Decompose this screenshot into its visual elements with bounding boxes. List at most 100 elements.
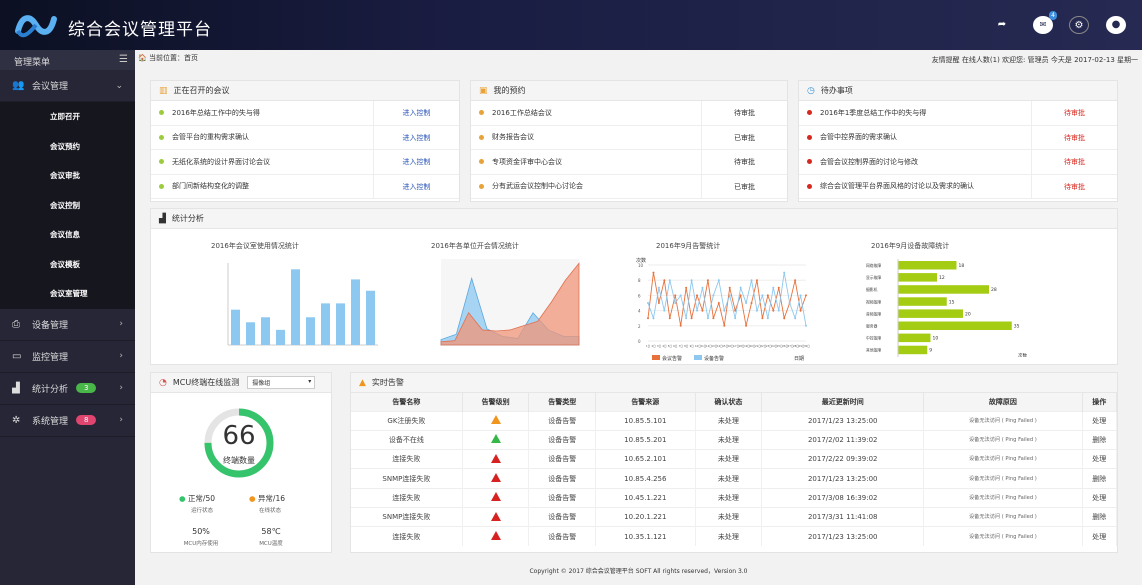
data-point bbox=[794, 317, 797, 320]
bullet-icon bbox=[159, 183, 164, 189]
column-header: 告警来源 bbox=[595, 393, 696, 411]
warning-icon: ▲ bbox=[359, 377, 366, 388]
list-item[interactable]: 会管中控界面的需求确认 待审批 bbox=[799, 125, 1117, 150]
operation-link[interactable]: 删除 bbox=[1082, 468, 1117, 489]
data-point bbox=[657, 286, 660, 289]
tick-label: 19日 bbox=[744, 344, 750, 348]
list-item[interactable]: 综合会议管理平台界面风格的讨论以及需求的确认 待审批 bbox=[799, 174, 1117, 199]
list-item[interactable]: 专项资金评审中心会议 待审批 bbox=[471, 150, 787, 175]
enter-control-link[interactable]: 进入控制 bbox=[373, 174, 459, 199]
data-point bbox=[717, 302, 720, 304]
menu-meeting[interactable]: 👥 会议管理 ⌄ bbox=[0, 70, 135, 102]
operation-link[interactable]: 处理 bbox=[1082, 526, 1117, 547]
alarm-type: 设备告警 bbox=[528, 410, 597, 431]
tick-label: 14日 bbox=[717, 344, 723, 348]
submenu-control[interactable]: 会议控制 bbox=[0, 190, 135, 220]
alarm-source: 10.20.1.221 bbox=[595, 506, 696, 527]
alarms-title: 实时告警 bbox=[371, 378, 404, 387]
menu-system[interactable]: ✲ 系统管理 8 › bbox=[0, 405, 135, 437]
column-header: 确认状态 bbox=[695, 393, 763, 411]
alarm-name: GK注册失败 bbox=[351, 410, 463, 431]
todos-header: ◷ 待办事项 bbox=[799, 81, 1117, 101]
column-header: 告警级别 bbox=[462, 393, 530, 411]
home-icon: 🏠 bbox=[138, 54, 147, 62]
table-row[interactable]: SNMP连接失败 设备告警 10.85.4.256 未处理 2017/1/23 13:2… bbox=[351, 468, 1117, 489]
update-time: 2017/2/22 09:39:02 bbox=[761, 449, 925, 469]
operation-link[interactable]: 删除 bbox=[1082, 506, 1117, 527]
confirm-state: 未处理 bbox=[695, 410, 763, 431]
table-row[interactable]: SNMP连接失败 设备告警 10.20.1.221 未处理 2017/3/31 11:4… bbox=[351, 506, 1117, 527]
submenu-info[interactable]: 会议信息 bbox=[0, 220, 135, 250]
list-item[interactable]: 无纸化系统的设计界面讨论会议 进入控制 bbox=[151, 150, 459, 175]
data-point bbox=[668, 317, 671, 320]
status-label: 已审批 bbox=[701, 174, 787, 199]
list-item[interactable]: 2016工作总结会议 待审批 bbox=[471, 101, 787, 126]
menu-label: 监控管理 bbox=[32, 352, 69, 363]
menu-stats[interactable]: ▟ 统计分析 3 › bbox=[0, 373, 135, 405]
data-point bbox=[734, 317, 737, 320]
menu-monitor[interactable]: ▭ 监控管理 › bbox=[0, 341, 135, 373]
table-row[interactable]: 连接失败 设备告警 10.65.2.101 未处理 2017/2/22 09:39:02… bbox=[351, 449, 1117, 469]
x-axis-label: 日期 bbox=[794, 356, 804, 362]
operation-link[interactable]: 处理 bbox=[1082, 410, 1117, 431]
bar bbox=[276, 329, 285, 345]
category-label: 显示故障 bbox=[866, 275, 881, 280]
data-point bbox=[647, 302, 649, 304]
item-name: 综合会议管理平台界面风格的讨论以及需求的确认 bbox=[820, 182, 974, 191]
gear-icon: ✲ bbox=[12, 414, 21, 426]
tick-label: 1日 bbox=[646, 344, 651, 348]
operation-link[interactable]: 处理 bbox=[1082, 449, 1117, 469]
operation-link[interactable]: 处理 bbox=[1082, 487, 1117, 508]
enter-control-link[interactable]: 进入控制 bbox=[373, 101, 459, 125]
submenu-approve[interactable]: 会议审批 bbox=[0, 161, 135, 191]
submenu-room[interactable]: 会议室管理 bbox=[0, 279, 135, 309]
update-time: 2017/3/08 16:39:02 bbox=[761, 487, 925, 508]
submenu-template[interactable]: 会议模板 bbox=[0, 249, 135, 279]
operation-link[interactable]: 删除 bbox=[1082, 429, 1117, 450]
user-icon[interactable]: ● bbox=[1106, 16, 1126, 34]
tick-label: 4日 bbox=[662, 344, 667, 348]
data-label: 12 bbox=[939, 275, 945, 281]
app-title: 综合会议管理平台 bbox=[68, 20, 212, 40]
enter-control-link[interactable]: 进入控制 bbox=[373, 150, 459, 174]
table-row[interactable]: 连接失败 设备告警 10.45.1.221 未处理 2017/3/08 16:39:02… bbox=[351, 487, 1117, 508]
menu-device[interactable]: ⎙ 设备管理 › bbox=[0, 309, 135, 341]
meetings-title: 正在召开的会议 bbox=[173, 86, 230, 95]
list-item[interactable]: 分有武运会议控制中心讨论会 已审批 bbox=[471, 174, 787, 199]
bar bbox=[366, 290, 375, 345]
data-label: 18 bbox=[959, 263, 965, 269]
submenu-reserve[interactable]: 会议预约 bbox=[0, 131, 135, 161]
back-icon[interactable]: ➦ bbox=[997, 19, 1007, 30]
alert-triangle-icon bbox=[490, 473, 501, 483]
tick-label: 18日 bbox=[739, 344, 745, 348]
mail-icon[interactable]: ✉ 4 bbox=[1033, 11, 1057, 34]
group-select[interactable]: 摄像组 ▾ bbox=[247, 376, 316, 389]
list-item[interactable]: 会管会议控制界面的讨论与修改 待审批 bbox=[799, 150, 1117, 175]
table-row[interactable]: 连接失败 设备告警 10.35.1.121 未处理 2017/1/23 13:25:00… bbox=[351, 526, 1117, 547]
item-name: 无纸化系统的设计界面讨论会议 bbox=[172, 157, 270, 166]
todos-panel: ◷ 待办事项 2016年1季度总结工作中的失与得 待审批 会管中控界面的需求确认 待审批… bbox=[798, 80, 1118, 202]
list-item[interactable]: 2016年1季度总结工作中的失与得 待审批 bbox=[799, 101, 1117, 126]
enter-control-link[interactable]: 进入控制 bbox=[373, 125, 459, 150]
column-header: 故障原因 bbox=[923, 393, 1083, 411]
bar bbox=[898, 345, 928, 355]
data-point bbox=[696, 309, 699, 312]
table-row[interactable]: GK注册失败 设备告警 10.85.5.101 未处理 2017/1/23 13:25:… bbox=[351, 410, 1117, 431]
stats-title: 统计分析 bbox=[171, 214, 204, 223]
table-row[interactable]: 设备不在线 设备告警 10.85.5.201 未处理 2017/2/02 11:39:0… bbox=[351, 429, 1117, 450]
list-item[interactable]: 财务报告会议 已审批 bbox=[471, 125, 787, 150]
status-label: 待审批 bbox=[1031, 101, 1117, 125]
gear-icon[interactable]: ⚙ bbox=[1069, 16, 1089, 34]
menu-toggle-icon[interactable]: ☰ bbox=[119, 54, 128, 65]
data-point bbox=[652, 271, 655, 274]
list-item[interactable]: 会管平台的重构需求确认 进入控制 bbox=[151, 125, 459, 150]
tick-label: 10 bbox=[638, 263, 644, 268]
list-item[interactable]: 部门间新结构变化的调整 进入控制 bbox=[151, 174, 459, 199]
tick-label: 28日 bbox=[793, 344, 799, 348]
confirm-state: 未处理 bbox=[695, 487, 763, 508]
list-item[interactable]: 2016年总结工作中的失与得 进入控制 bbox=[151, 101, 459, 126]
submenu-start[interactable]: 立即召开 bbox=[0, 102, 135, 132]
update-time: 2017/1/23 13:25:00 bbox=[761, 526, 925, 547]
data-point bbox=[647, 317, 649, 320]
